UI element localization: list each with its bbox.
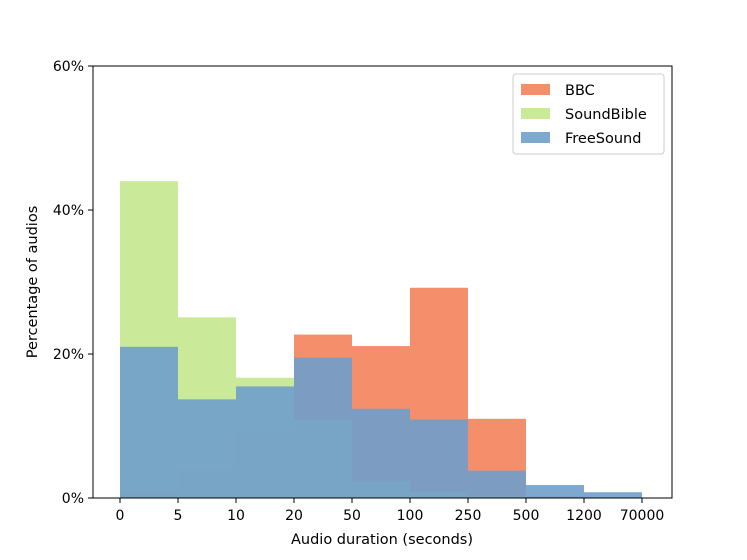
y-axis: 0% 20% 40% 60% (53, 59, 93, 507)
legend-label-soundbible: SoundBible (565, 107, 647, 123)
x-tick-label: 250 (455, 508, 482, 524)
x-tick-label: 1200 (566, 508, 602, 524)
bar-freesound-0-5 (120, 346, 178, 498)
x-tick-label: 50 (343, 508, 361, 524)
x-axis: 0 5 10 20 50 100 250 500 1200 70000 (116, 498, 665, 524)
bar-freesound-500-1200 (526, 485, 584, 498)
legend-swatch-freesound (521, 132, 550, 143)
legend-box (512, 73, 665, 155)
legend-label-bbc: BBC (565, 83, 595, 99)
x-tick-label: 100 (397, 508, 424, 524)
x-tick-label: 5 (174, 508, 183, 524)
y-tick-label: 0% (62, 491, 84, 507)
y-axis-label: Percentage of audios (25, 206, 41, 359)
x-tick-label: 70000 (620, 508, 665, 524)
legend-swatch-soundbible (521, 108, 550, 119)
bar-freesound-250-500 (468, 470, 526, 498)
bar-freesound-50-100 (352, 408, 410, 498)
legend: BBC SoundBible FreeSound (512, 73, 665, 155)
x-tick-label: 500 (513, 508, 540, 524)
y-tick-label: 60% (53, 59, 84, 75)
x-tick-label: 0 (116, 508, 125, 524)
legend-label-freesound: FreeSound (565, 131, 641, 147)
bar-freesound-10-20 (236, 386, 294, 498)
plot-frame (92, 65, 673, 499)
bar-freesound-20-50 (294, 357, 352, 498)
bar-freesound-5-10 (178, 399, 236, 498)
x-tick-label: 10 (227, 508, 245, 524)
bar-freesound-100-250 (410, 419, 468, 498)
legend-swatch-bbc (521, 84, 550, 95)
x-tick-label: 20 (285, 508, 303, 524)
x-axis-label: Audio duration (seconds) (291, 532, 473, 548)
bar-freesound-1200-70000 (584, 492, 642, 498)
y-tick-label: 20% (53, 347, 84, 363)
series-freesound (120, 346, 642, 498)
y-tick-label: 40% (53, 203, 84, 219)
